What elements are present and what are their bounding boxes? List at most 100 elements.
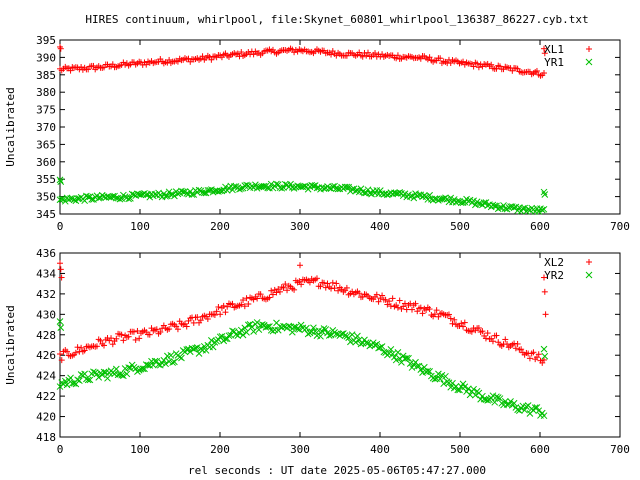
data-point xyxy=(526,355,533,362)
data-point xyxy=(241,303,248,310)
data-point xyxy=(470,385,477,393)
data-point xyxy=(491,398,499,406)
data-point xyxy=(250,328,257,335)
data-point xyxy=(306,279,313,286)
data-point xyxy=(298,281,305,288)
data-point xyxy=(320,325,328,332)
data-point xyxy=(70,196,78,204)
data-point xyxy=(118,331,125,338)
data-point xyxy=(403,306,410,313)
data-point xyxy=(244,321,252,329)
data-point xyxy=(128,190,136,198)
data-point xyxy=(118,195,125,202)
data-point xyxy=(193,344,201,351)
data-point xyxy=(243,329,250,336)
y-axis-label: Uncalibrated xyxy=(4,87,17,166)
data-point xyxy=(322,326,330,333)
data-point xyxy=(213,308,220,315)
data-point xyxy=(535,407,543,415)
data-point xyxy=(466,391,474,399)
data-point xyxy=(438,195,446,203)
data-point xyxy=(171,192,178,200)
plot-frame xyxy=(59,252,621,438)
data-point xyxy=(120,337,127,344)
x-tick-label: 0 xyxy=(57,220,64,233)
data-point xyxy=(426,368,433,375)
data-point xyxy=(130,328,137,335)
data-point xyxy=(146,193,154,201)
data-point xyxy=(542,311,549,318)
y-tick-label: 424 xyxy=(36,370,56,383)
data-point xyxy=(296,278,303,285)
data-point xyxy=(514,406,521,414)
data-point xyxy=(204,316,211,323)
data-point xyxy=(540,345,548,353)
data-point xyxy=(310,182,317,190)
data-point xyxy=(426,306,433,313)
data-point xyxy=(211,312,218,319)
data-point xyxy=(451,316,458,323)
data-point xyxy=(162,192,169,200)
data-point xyxy=(166,56,173,63)
series-YR2 xyxy=(56,318,549,420)
data-point xyxy=(57,266,64,273)
data-point xyxy=(63,381,71,389)
data-point xyxy=(208,337,215,344)
data-point xyxy=(445,311,452,318)
data-point xyxy=(218,333,226,340)
y-tick-label: 385 xyxy=(36,69,56,82)
data-point xyxy=(56,176,64,184)
x-tick-label: 0 xyxy=(57,443,64,456)
data-point xyxy=(225,332,233,340)
y-tick-label: 422 xyxy=(36,390,56,403)
data-point xyxy=(488,61,495,68)
data-point xyxy=(435,370,442,378)
data-point xyxy=(412,300,419,307)
y-tick-label: 345 xyxy=(36,208,56,221)
data-point xyxy=(229,300,236,307)
data-point xyxy=(461,319,468,326)
data-point xyxy=(179,188,187,196)
data-point xyxy=(318,328,326,335)
data-point xyxy=(379,292,386,299)
y-tick-label: 436 xyxy=(36,247,56,260)
data-point xyxy=(338,330,345,338)
data-point xyxy=(341,332,349,339)
data-point xyxy=(287,180,294,188)
data-point xyxy=(81,370,88,378)
data-point xyxy=(472,391,479,399)
x-tick-label: 100 xyxy=(130,443,150,456)
data-point xyxy=(482,199,490,206)
data-point xyxy=(167,191,175,198)
data-point xyxy=(458,320,465,327)
data-point xyxy=(343,183,351,191)
data-point xyxy=(290,323,298,331)
data-point xyxy=(541,50,548,57)
data-point xyxy=(460,58,467,65)
data-point xyxy=(199,53,206,60)
data-point xyxy=(373,291,380,298)
data-point xyxy=(220,302,227,309)
data-point xyxy=(507,398,514,405)
data-point xyxy=(475,200,483,207)
data-point xyxy=(243,181,250,189)
data-point xyxy=(474,60,481,67)
data-point xyxy=(268,287,275,294)
data-point xyxy=(243,295,250,302)
data-point xyxy=(252,181,259,189)
data-point xyxy=(521,406,528,414)
data-point xyxy=(376,344,384,351)
data-point xyxy=(125,195,132,203)
x-tick-label: 500 xyxy=(450,443,470,456)
data-point xyxy=(125,364,132,371)
data-point xyxy=(296,326,303,333)
data-point xyxy=(81,347,88,354)
data-point xyxy=(521,204,528,212)
x-axis-label: rel seconds : UT date 2025-05-06T05:47:2… xyxy=(188,464,486,477)
data-point xyxy=(112,365,120,373)
data-point xyxy=(541,70,547,77)
data-point xyxy=(482,335,489,342)
data-point xyxy=(190,345,198,353)
data-point xyxy=(356,290,363,297)
data-point xyxy=(541,356,547,363)
